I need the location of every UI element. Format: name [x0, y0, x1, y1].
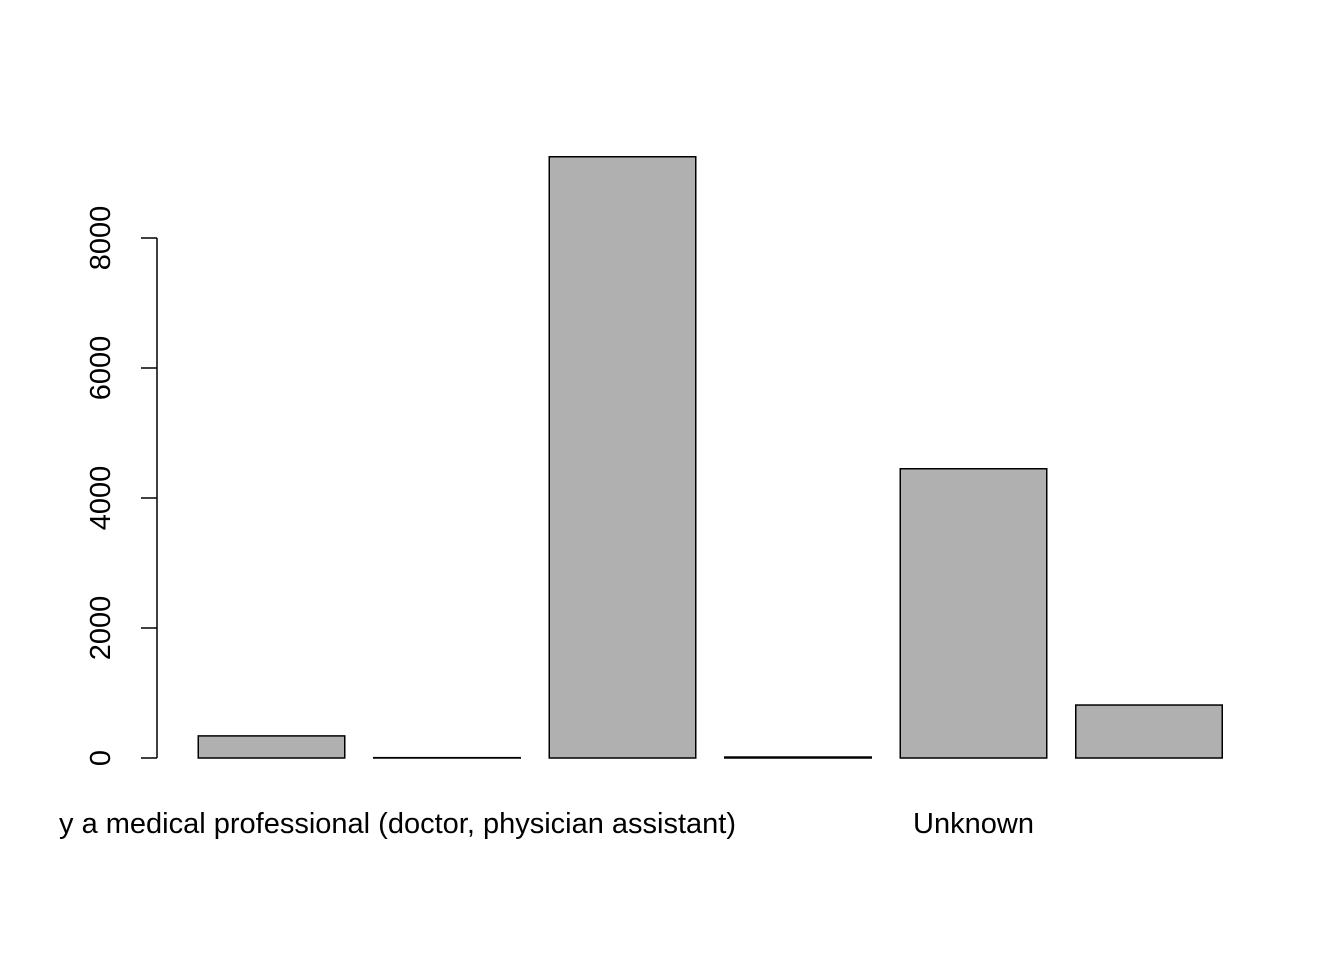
y-tick-label: 0	[85, 750, 117, 766]
y-tick-label: 4000	[85, 466, 117, 531]
bar	[724, 756, 872, 759]
x-tick-label: y a medical professional (doctor, physic…	[59, 808, 736, 840]
bar	[548, 156, 697, 759]
x-tick-label: Unknown	[913, 808, 1034, 840]
bar	[899, 468, 1048, 759]
y-tick-label: 6000	[85, 336, 117, 401]
y-tick-label: 8000	[85, 206, 117, 271]
bar	[197, 735, 346, 759]
y-tick-label: 2000	[85, 596, 117, 661]
bar	[1075, 704, 1223, 759]
